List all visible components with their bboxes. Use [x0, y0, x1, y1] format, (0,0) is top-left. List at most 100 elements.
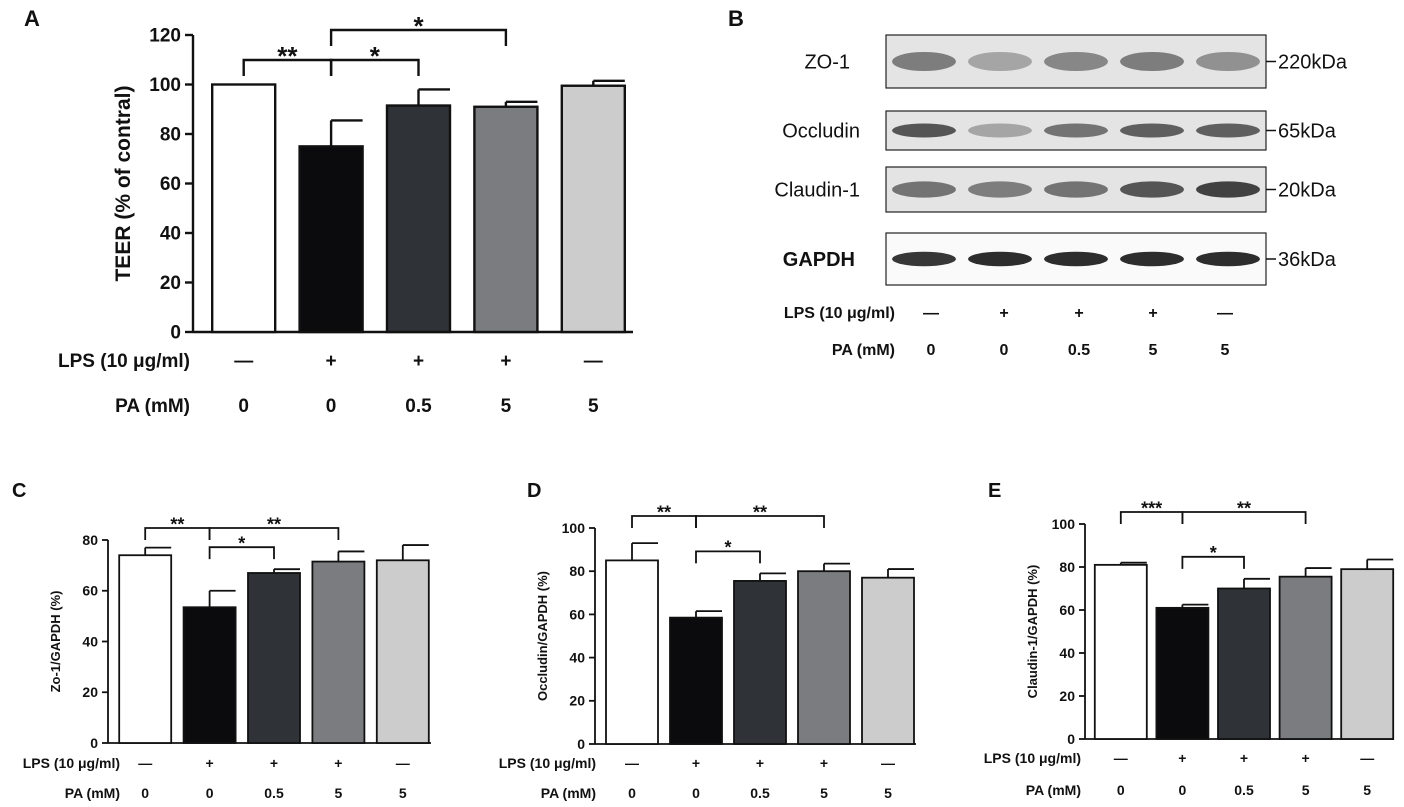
y-axis-label: Occludin/GAPDH (%) [535, 571, 550, 701]
panel-letter: C [12, 480, 26, 502]
y-tick-label: 60 [82, 583, 98, 599]
blot-band [892, 123, 956, 138]
pa-value: 0 [238, 396, 249, 417]
bar-2 [298, 145, 364, 334]
significance-label: ** [277, 41, 298, 71]
y-axis-label: Claudin-1/GAPDH (%) [1025, 565, 1040, 699]
bar-1 [1093, 563, 1148, 740]
lps-value: — [1217, 305, 1233, 322]
lps-row-label: LPS (10 μg/ml) [984, 750, 1081, 766]
lps-row-label: LPS (10 μg/ml) [499, 755, 596, 771]
lps-value: — [138, 755, 152, 771]
lps-value: + [1178, 750, 1186, 766]
pa-value: 5 [335, 785, 343, 801]
pa-value: 0 [628, 785, 636, 801]
blot-row-occludin: Occludin 65kDa [782, 110, 1337, 151]
blot-band [1120, 123, 1184, 138]
bar-3 [1217, 587, 1271, 740]
lps-value: + [692, 755, 700, 771]
pa-value: 0.5 [264, 785, 284, 801]
bar-3 [733, 580, 787, 745]
y-tick-label: 0 [577, 736, 585, 752]
lps-value: + [756, 755, 764, 771]
y-tick-label: 20 [1059, 688, 1075, 704]
y-tick-label: 100 [149, 75, 181, 96]
y-tick-label: 60 [1059, 602, 1075, 618]
blot-band [968, 51, 1032, 72]
pa-value: 5 [820, 785, 828, 801]
blot-band [968, 181, 1032, 198]
significance-label: * [724, 538, 731, 558]
pa-value: 0 [1000, 342, 1009, 359]
panel-letter: A [24, 6, 40, 31]
y-tick-label: 100 [562, 520, 586, 536]
significance-bracket [1181, 511, 1307, 524]
y-axis-label: Zo-1/GAPDH (%) [48, 591, 63, 693]
y-tick-label: 0 [90, 735, 98, 751]
panel-letter: E [988, 480, 1001, 502]
blot-band [968, 251, 1032, 267]
significance-bracket [1181, 555, 1245, 569]
significance-bracket [208, 546, 275, 560]
y-tick-label: 40 [1059, 645, 1075, 661]
bar-1 [605, 559, 659, 745]
panel-letter: B [728, 6, 744, 31]
blot-band [1044, 51, 1108, 72]
pa-value: 5 [399, 785, 407, 801]
lps-value: + [1148, 305, 1157, 322]
bar-5 [375, 559, 430, 744]
pa-row-label: PA (mM) [115, 396, 190, 417]
bar-4 [311, 560, 366, 744]
pa-row-label: PA (mM) [65, 785, 120, 801]
pa-row-label: PA (mM) [1026, 782, 1081, 798]
blot-row-label: Claudin-1 [774, 180, 860, 202]
pa-value: 5 [1302, 782, 1310, 798]
bar-2 [182, 606, 237, 744]
pa-value: 0 [206, 785, 214, 801]
bar-5 [1340, 568, 1395, 740]
pa-value: 0 [141, 785, 149, 801]
blot-row-zo-1: ZO-1 220kDa [804, 34, 1348, 89]
pa-value: 0 [927, 342, 936, 359]
y-tick-label: 20 [82, 684, 98, 700]
significance-bracket [208, 527, 340, 540]
significance-label: ** [267, 514, 281, 534]
lps-value: + [326, 351, 337, 372]
y-tick-label: 0 [170, 323, 181, 344]
bar-4 [1278, 575, 1333, 740]
lps-value: — [923, 305, 939, 322]
pa-value: 5 [501, 396, 512, 417]
blot-band [1120, 51, 1184, 72]
blot-row-gapdh: GAPDH 36kDa [783, 232, 1337, 286]
lps-value: + [334, 755, 342, 771]
lps-row-label: LPS (10 μg/ml) [784, 305, 895, 322]
bar-5 [560, 84, 626, 334]
bar-2 [669, 616, 723, 745]
y-tick-label: 80 [569, 563, 585, 579]
significance-label: ** [753, 502, 767, 522]
lps-value: + [820, 755, 828, 771]
y-tick-label: 20 [160, 273, 181, 294]
blot-band [968, 123, 1032, 138]
blot-band [1196, 251, 1260, 267]
y-tick-label: 40 [569, 650, 585, 666]
lps-value: + [413, 351, 424, 372]
lps-value: — [625, 755, 639, 771]
lps-value: + [500, 351, 511, 372]
pa-value: 0 [1117, 782, 1125, 798]
pa-row-label: PA (mM) [832, 342, 895, 359]
size-marker-label: 65kDa [1278, 121, 1337, 143]
significance-label: *** [1141, 498, 1162, 518]
pa-value: 5 [1221, 342, 1230, 359]
y-tick-label: 120 [149, 26, 181, 47]
pa-value: 5 [588, 396, 599, 417]
significance-label: * [238, 533, 245, 553]
y-tick-label: 20 [569, 693, 585, 709]
lps-value: + [270, 755, 278, 771]
blot-row-label: GAPDH [783, 249, 855, 271]
lps-value: — [234, 351, 253, 372]
blot-row-claudin-1: Claudin-1 20kDa [774, 166, 1337, 213]
